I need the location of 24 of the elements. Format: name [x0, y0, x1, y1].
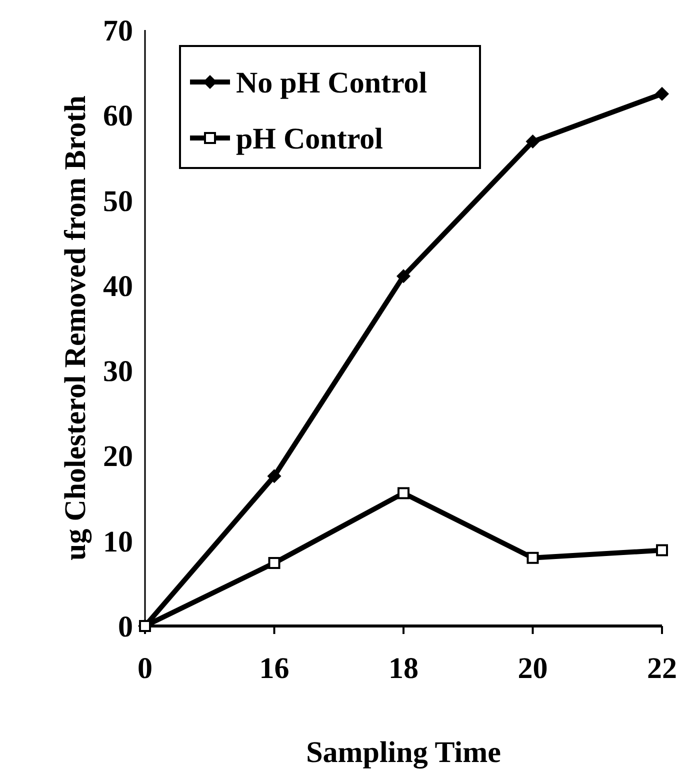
y-tick-label: 10 [103, 525, 133, 558]
point [398, 487, 410, 500]
y-tick-label: 20 [103, 440, 133, 474]
point [526, 134, 540, 149]
point [267, 469, 282, 484]
y-tick-label: 0 [118, 610, 133, 644]
point [396, 269, 410, 284]
x-tick-label: 20 [518, 652, 548, 685]
point [655, 86, 669, 101]
legend-label: pH Control [236, 122, 383, 156]
x-tick-label: 18 [388, 652, 418, 685]
y-tick-label: 40 [103, 270, 133, 303]
y-tick-label: 70 [103, 14, 133, 48]
x-tick-label: 16 [259, 652, 290, 685]
y-tick-label: 50 [103, 184, 133, 218]
legend-label: No pH Control [236, 66, 428, 100]
x-tick-label: 22 [647, 652, 677, 685]
x-axis-title: Sampling Time [306, 736, 501, 769]
point [526, 552, 539, 564]
y-tick-label: 60 [103, 100, 133, 133]
y-tick-label: 30 [103, 355, 133, 388]
point [656, 544, 668, 556]
y-axis-title: ug Cholesterol Removed from Broth [59, 95, 92, 560]
point [268, 556, 280, 569]
